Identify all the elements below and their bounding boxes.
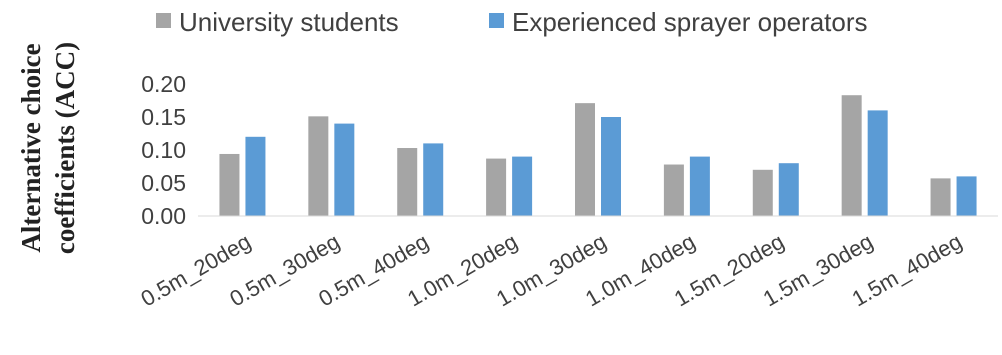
- bar-university-students-0-5m-40deg: [397, 148, 418, 216]
- bar-university-students-1-5m-40deg: [930, 178, 951, 216]
- legend-swatch-university-students: [156, 13, 171, 28]
- y-tick-label: 0.15: [141, 104, 186, 130]
- bar-university-students-0-5m-20deg: [219, 153, 240, 216]
- y-axis-title-line-2: coefficients (ACC): [50, 42, 80, 254]
- bar-experienced-sprayer-operators-1-0m-40deg: [689, 156, 710, 216]
- bar-experienced-sprayer-operators-0-5m-20deg: [245, 136, 266, 216]
- legend-swatch-experienced-sprayer-operators: [489, 13, 504, 28]
- bar-experienced-sprayer-operators-0-5m-40deg: [423, 143, 444, 216]
- legend: University students Experienced sprayer …: [156, 7, 868, 37]
- bar-university-students-0-5m-30deg: [308, 116, 329, 216]
- legend-label-university-students: University students: [179, 7, 399, 37]
- bars: [219, 95, 977, 216]
- y-axis-title: Alternative choice coefficients (ACC): [16, 42, 80, 254]
- y-axis-ticks: 0.00 0.05 0.10 0.15 0.20: [141, 71, 186, 229]
- bar-experienced-sprayer-operators-1-5m-20deg: [778, 163, 799, 216]
- y-tick-label: 0.00: [141, 203, 186, 229]
- y-tick-label: 0.10: [141, 137, 186, 163]
- bar-university-students-1-0m-30deg: [575, 103, 595, 216]
- bar-university-students-1-0m-20deg: [486, 158, 507, 216]
- y-axis-title-line-1: Alternative choice: [16, 43, 46, 252]
- bar-experienced-sprayer-operators-1-5m-40deg: [956, 176, 977, 216]
- legend-label-experienced-sprayer-operators: Experienced sprayer operators: [512, 7, 868, 37]
- y-tick-label: 0.20: [141, 71, 186, 97]
- bar-university-students-1-0m-40deg: [663, 164, 684, 216]
- bar-university-students-1-5m-20deg: [752, 169, 773, 216]
- x-axis-ticks: 0.5m_20deg0.5m_30deg0.5m_40deg1.0m_20deg…: [137, 229, 967, 312]
- bar-experienced-sprayer-operators-1-5m-30deg: [867, 110, 888, 216]
- bar-experienced-sprayer-operators-1-0m-20deg: [512, 156, 533, 216]
- bar-university-students-1-5m-30deg: [841, 95, 862, 216]
- y-tick-label: 0.05: [141, 170, 186, 196]
- bar-experienced-sprayer-operators-1-0m-30deg: [601, 117, 621, 216]
- bar-experienced-sprayer-operators-0-5m-30deg: [334, 123, 355, 216]
